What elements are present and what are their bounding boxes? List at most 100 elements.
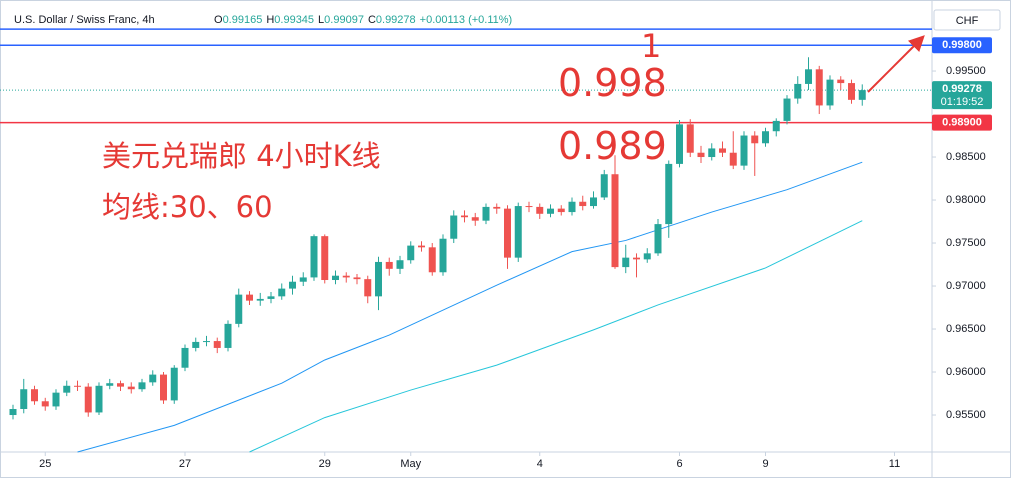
header-item: +0.00113 (+0.11%) — [420, 14, 513, 26]
candle-body — [160, 374, 167, 401]
y-tick-label: 0.97000 — [946, 280, 986, 292]
candle-body — [84, 386, 92, 413]
candle-body — [364, 279, 372, 297]
candle-body — [514, 206, 522, 258]
candle-body — [450, 215, 458, 239]
candle-body — [20, 389, 28, 410]
x-tick-label: 29 — [319, 458, 331, 470]
candle-body — [568, 201, 576, 213]
x-tick-label: May — [400, 458, 421, 470]
last-price-tag — [932, 81, 992, 110]
candle-body — [224, 323, 232, 348]
header-item: H — [266, 14, 274, 26]
candle-body — [805, 69, 812, 84]
candle-body — [686, 124, 694, 153]
annotation: 1 — [641, 27, 661, 65]
currency: CHF — [956, 15, 979, 27]
last-price-label: 0.99278 — [942, 83, 982, 95]
candle-body — [332, 275, 339, 281]
y-tick-label: 0.96000 — [946, 366, 986, 378]
candle-body — [815, 69, 823, 106]
price-tag-label: 0.98900 — [942, 117, 982, 129]
candle-body — [504, 208, 511, 258]
price-tag — [932, 37, 992, 54]
candle-body — [493, 206, 501, 209]
y-tick-label: 0.98000 — [946, 194, 986, 206]
candle-body — [192, 341, 200, 348]
candle-body — [719, 148, 726, 153]
candle-body — [127, 386, 135, 390]
currency-box[interactable] — [933, 9, 1001, 31]
candle-body — [579, 201, 587, 207]
x-tick-label: 25 — [39, 458, 51, 470]
candle-body — [772, 120, 780, 132]
candle-body — [342, 275, 350, 278]
header-item: L — [318, 14, 324, 26]
price-tag-label: 0.99800 — [942, 39, 982, 51]
candle-body — [547, 208, 554, 214]
arrow — [867, 35, 925, 93]
header-item: 0.99165 — [223, 14, 263, 26]
x-tick-label: 11 — [889, 458, 900, 470]
candle-body — [385, 261, 393, 269]
candle-body — [235, 294, 243, 324]
candle-body — [428, 247, 436, 273]
candle-body — [396, 260, 404, 269]
moving-average — [249, 220, 863, 453]
annotation: 均线:30、60 — [102, 190, 273, 224]
candle-body — [375, 261, 382, 297]
candle-body — [256, 298, 264, 301]
candle-body — [407, 245, 415, 261]
y-tick-label: 0.95500 — [946, 409, 986, 421]
candle-body — [299, 277, 307, 282]
candle-body — [611, 174, 619, 268]
candle-body — [74, 385, 81, 387]
candle-body — [557, 208, 565, 213]
annotation: 0.989 — [558, 124, 667, 168]
candle-body — [794, 83, 802, 99]
candle-body — [471, 217, 479, 221]
candle-body — [203, 341, 210, 343]
candle-body — [106, 383, 114, 386]
candle-body — [63, 385, 71, 393]
moving-average — [77, 161, 863, 453]
header-item: 0.99097 — [324, 14, 364, 26]
candle-body — [858, 90, 866, 100]
candle-body — [654, 224, 662, 254]
candle-body — [536, 206, 544, 214]
candle-body — [278, 288, 286, 297]
candle-body — [439, 238, 447, 273]
candle-body — [95, 385, 103, 413]
countdown: 01:19:52 — [941, 96, 984, 108]
candle-body — [783, 98, 791, 121]
header-item: C — [368, 14, 376, 26]
candle-body — [138, 382, 146, 390]
ohlc-header: O0.99165 H0.99345 L0.99097 C0.99278 +0.00113… — [214, 14, 512, 26]
candle-body — [837, 79, 845, 84]
candle-body — [751, 135, 759, 144]
candle-body — [246, 294, 253, 301]
x-tick-label: 9 — [762, 458, 768, 470]
candle-body — [52, 392, 60, 407]
candle-body — [740, 135, 748, 166]
candle-body — [600, 174, 608, 198]
candle-body — [482, 206, 490, 221]
candle-body — [117, 383, 124, 387]
candle-body — [170, 367, 178, 401]
candle-body — [633, 257, 640, 260]
candle-body — [418, 245, 425, 248]
y-tick-label: 0.96500 — [946, 323, 986, 335]
candle-body — [213, 341, 221, 348]
header-item: 0.99345 — [274, 14, 314, 26]
candle-body — [41, 401, 49, 407]
candle-body — [665, 163, 673, 225]
x-tick-label: 6 — [676, 458, 682, 470]
y-tick-label: 0.99500 — [946, 65, 986, 77]
candle-body — [353, 277, 361, 280]
candle-body — [708, 148, 716, 158]
header-item: 0.99278 — [376, 14, 416, 26]
x-tick-label: 27 — [179, 458, 191, 470]
candle-body — [267, 296, 275, 299]
candle-body — [181, 347, 189, 368]
